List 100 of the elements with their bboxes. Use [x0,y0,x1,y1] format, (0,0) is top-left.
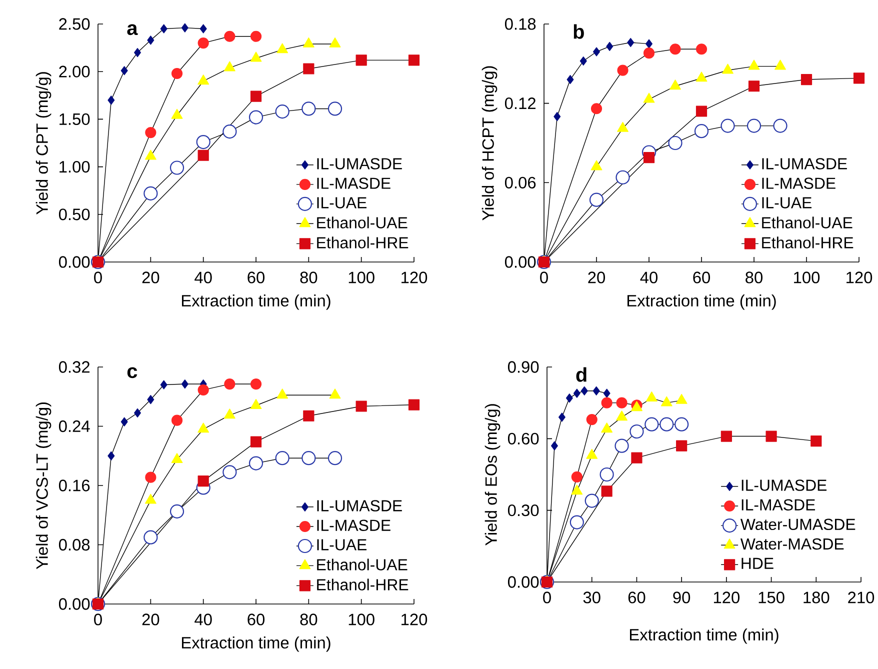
point [573,388,580,398]
point [720,430,732,442]
point [408,54,420,66]
point [144,150,156,160]
point [668,136,682,150]
x-tick-label: 180 [804,592,830,604]
point [356,54,367,66]
point [222,124,237,139]
point [276,43,288,54]
x-tick-label: 20 [142,614,160,626]
point [592,386,600,396]
legend-label: IL-MASDE [317,520,390,531]
point [250,398,262,409]
legend-label: Ethanol-HRE [317,578,408,590]
point [198,74,210,85]
y-tick-label: 0.16 [58,480,90,492]
x-tick-label: 0 [94,272,102,284]
point [145,472,156,483]
point [606,42,614,52]
point [120,66,128,76]
point [676,394,688,404]
point [408,399,420,410]
x-tick-label: 60 [693,272,710,284]
point [198,150,209,161]
point [302,102,316,116]
point [660,417,674,432]
point [275,104,290,119]
x-tick-label: 0 [94,614,102,626]
point [566,394,573,403]
point [670,44,681,55]
point [170,504,184,518]
point [329,37,341,48]
point [601,397,612,408]
point [108,451,115,460]
x-tick-label: 0 [543,592,551,604]
point [748,80,760,92]
legend-label: Ethanol-HRE [317,236,408,248]
y-tick-label: 0.12 [504,98,536,110]
legend-label: IL-MASDE [317,178,390,189]
x-tick-label: 100 [794,272,820,284]
x-tick-label: 80 [300,614,318,626]
y-tick-label: 0.18 [504,18,536,30]
x-tick-label: 150 [758,592,784,604]
x-axis-title: Extraction time (min) [630,628,778,644]
y-axis-title: Yield of CPT (mg/g) [36,72,52,214]
y-tick-label: 0.06 [504,176,536,188]
point [160,380,168,390]
x-tick-label: 120 [846,272,872,284]
legend-label: HDE [742,558,774,569]
point [586,414,598,426]
point [171,108,183,119]
chart-title: c [127,367,138,378]
x-tick-label: 20 [142,272,160,284]
point [773,118,788,133]
point [646,392,658,402]
x-tick-label: 210 [848,592,874,604]
point [571,484,583,495]
x-tick-label: 30 [583,592,600,604]
point [676,440,688,452]
point [144,186,158,200]
y-tick-label: 0.00 [508,576,539,588]
point [222,465,237,480]
point [616,170,630,184]
point [580,386,588,396]
point [590,160,602,170]
point [774,60,786,70]
legend-label: Water-UMASDE [740,518,856,530]
x-tick-label: 60 [248,272,264,284]
y-tick-label: 0.24 [58,420,90,432]
point [627,38,634,48]
point [566,74,574,84]
point [644,417,659,432]
legend-label: IL-UMASDE [762,158,847,170]
point [571,471,582,482]
point [601,486,612,497]
point [198,476,209,487]
y-tick-label: 0.60 [508,432,539,444]
point [748,60,760,70]
x-tick-label: 90 [673,592,690,604]
point [722,64,734,74]
point [670,80,681,90]
x-tick-label: 60 [248,614,264,626]
point [120,417,128,426]
point [275,451,290,466]
point [746,118,762,133]
legend-label: Ethanol-UAE [317,558,408,570]
chart-title: a [127,24,138,36]
point [248,456,264,470]
y-tick-label: 0.32 [58,361,90,373]
point [558,412,566,422]
point [196,134,210,150]
point [200,24,207,34]
point [589,192,604,207]
point [134,408,141,418]
point [250,378,262,390]
legend-label: IL-UMASDE [742,480,827,491]
point [593,47,600,56]
point [224,30,236,42]
y-tick-label: 2.00 [59,66,90,78]
point [810,436,822,447]
